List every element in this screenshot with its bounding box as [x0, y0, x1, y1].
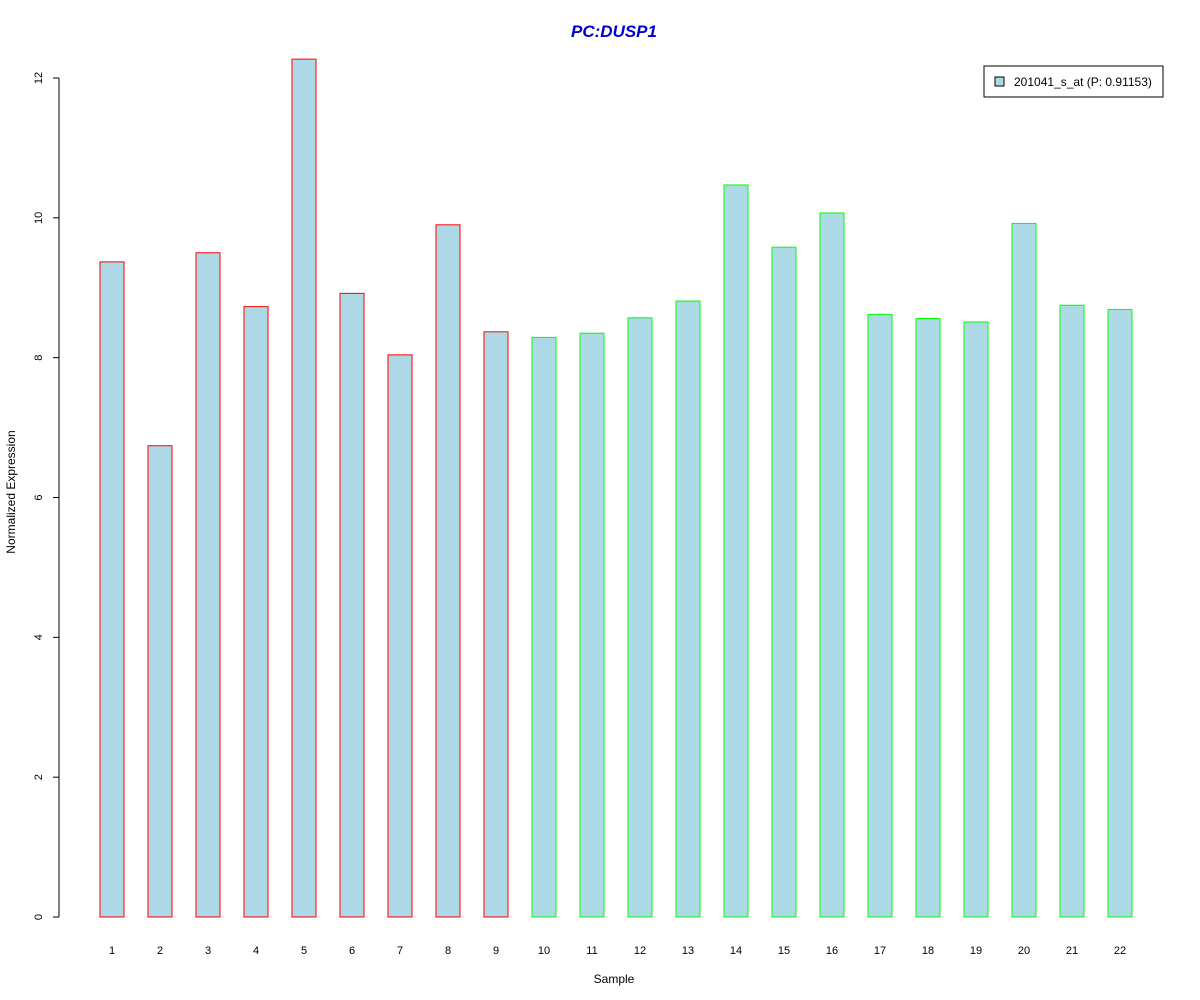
y-tick-label: 12 — [33, 72, 45, 84]
bar-sample-3 — [195, 252, 221, 918]
x-tick-label: 13 — [682, 945, 694, 957]
x-tick-label: 3 — [205, 945, 211, 957]
y-tick-label: 6 — [33, 494, 45, 500]
bar-sample-13 — [675, 300, 701, 918]
legend: 201041_s_at (P: 0.91153) — [983, 65, 1164, 98]
bar-sample-2 — [147, 445, 173, 918]
legend-swatch — [994, 76, 1005, 87]
legend-label: 201041_s_at (P: 0.91153) — [1014, 75, 1152, 89]
bar-sample-7 — [387, 354, 413, 918]
bar-sample-15 — [771, 246, 797, 918]
bar-sample-6 — [339, 292, 365, 918]
bar-sample-9 — [483, 331, 509, 918]
x-tick-label: 12 — [634, 945, 646, 957]
legend-box — [983, 65, 1164, 98]
chart-title: PC:DUSP1 — [571, 22, 657, 41]
x-axis-label: Sample — [594, 972, 635, 986]
x-tick-label: 5 — [301, 945, 307, 957]
x-tick-label: 22 — [1114, 945, 1126, 957]
x-tick-label: 16 — [826, 945, 838, 957]
y-tick-label: 2 — [33, 774, 45, 780]
x-tick-label: 18 — [922, 945, 934, 957]
x-tick-label: 21 — [1066, 945, 1078, 957]
y-axis-label: Normalized Expression — [4, 430, 18, 553]
x-tick-label: 10 — [538, 945, 550, 957]
bars — [99, 58, 1133, 918]
bar-sample-8 — [435, 224, 461, 918]
x-tick-label: 6 — [349, 945, 355, 957]
x-tick-label: 8 — [445, 945, 451, 957]
x-tick-label: 7 — [397, 945, 403, 957]
bar-sample-4 — [243, 306, 269, 918]
y-tick-label: 8 — [33, 355, 45, 361]
bar-sample-19 — [963, 321, 989, 918]
bar-sample-1 — [99, 261, 125, 918]
x-tick-label: 4 — [253, 945, 259, 957]
x-tick-label: 17 — [874, 945, 886, 957]
y-tick-label: 0 — [33, 914, 45, 920]
bar-sample-21 — [1059, 304, 1085, 918]
x-tick-label: 20 — [1018, 945, 1030, 957]
bar-sample-17 — [867, 313, 893, 918]
x-axis-tick-labels: 1 2 3 4 5 6 7 8 9 10 11 12 13 14 15 16 17 18 19 20 21 22 — [109, 945, 1126, 957]
y-axis: 0 2 4 6 8 10 12 — [33, 72, 60, 920]
x-tick-label: 15 — [778, 945, 790, 957]
x-tick-label: 14 — [730, 945, 742, 957]
y-tick-label: 4 — [33, 634, 45, 640]
bar-sample-10 — [531, 336, 557, 918]
bar-sample-22 — [1107, 308, 1133, 918]
bar-sample-12 — [627, 317, 653, 918]
x-tick-label: 19 — [970, 945, 982, 957]
bar-sample-18 — [915, 318, 941, 918]
x-tick-label: 9 — [493, 945, 499, 957]
x-tick-label: 1 — [109, 945, 115, 957]
bar-sample-11 — [579, 332, 605, 918]
bar-sample-5 — [291, 58, 317, 918]
x-tick-label: 11 — [586, 945, 597, 957]
x-tick-label: 2 — [157, 945, 163, 957]
bar-sample-16 — [819, 212, 845, 918]
y-tick-label: 10 — [33, 212, 45, 224]
bar-sample-14 — [723, 184, 749, 918]
bar-sample-20 — [1011, 222, 1037, 918]
